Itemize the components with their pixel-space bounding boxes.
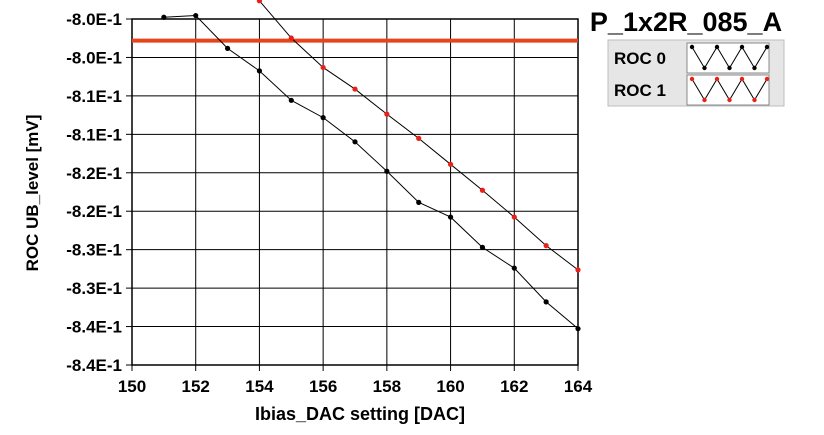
y-tick-label: -8.3E-1	[66, 279, 122, 298]
legend: ROC 0 ROC 1	[607, 39, 785, 107]
x-tick-label: 154	[245, 377, 274, 396]
legend-marker	[727, 97, 732, 103]
data-point-roc1	[447, 161, 454, 167]
y-tick-label: -8.4E-1	[66, 318, 122, 337]
data-point-roc0	[543, 299, 549, 305]
y-tick-label: -8.1E-1	[66, 125, 122, 144]
series-layer	[161, 0, 581, 332]
data-point-roc0	[161, 14, 167, 20]
data-point-roc1	[320, 64, 326, 71]
legend-entry-roc0[interactable]: ROC 0	[614, 42, 770, 74]
legend-marker	[764, 76, 770, 82]
legend-label-roc1: ROC 1	[614, 81, 666, 100]
legend-marker	[764, 44, 770, 50]
x-tick-label: 158	[373, 377, 401, 396]
data-point-roc1	[352, 86, 358, 92]
legend-markers-roc1	[689, 76, 770, 103]
chart-title: P_1x2R_085_A	[590, 7, 782, 37]
y-tick-labels: -8.0E-1 -8.0E-1 -8.1E-1 -8.1E-1 -8.2E-1 -8.2E…	[66, 10, 122, 375]
x-tick-label: 162	[500, 377, 528, 396]
legend-entry-roc1[interactable]: ROC 1	[614, 74, 770, 106]
data-point-roc0	[193, 12, 199, 19]
series-line-roc0	[163, 15, 579, 330]
data-point-roc1	[511, 214, 517, 220]
y-tick-label: -8.2E-1	[66, 202, 122, 221]
x-tick-label: 164	[564, 377, 593, 396]
legend-marker	[714, 44, 720, 50]
data-point-roc0	[256, 68, 263, 74]
legend-marker	[752, 65, 757, 71]
y-tick-label: -8.0E-1	[66, 10, 122, 29]
x-tick-label: 152	[182, 377, 210, 396]
data-point-roc1	[256, 0, 263, 4]
legend-markers-roc0	[689, 44, 770, 71]
x-tick-label: 160	[436, 377, 464, 396]
data-point-roc0	[352, 139, 358, 145]
data-point-roc0	[288, 97, 294, 103]
data-point-roc1	[543, 243, 549, 249]
data-point-roc0	[416, 199, 422, 205]
data-point-roc1	[384, 111, 390, 117]
series-roc1	[256, 0, 581, 273]
data-point-roc1	[479, 187, 486, 193]
data-point-roc0	[224, 45, 231, 52]
data-point-roc0	[511, 265, 517, 271]
legend-label-roc0: ROC 0	[614, 49, 666, 68]
x-axis-label: Ibias_DAC setting [DAC]	[255, 404, 465, 424]
y-tick-label: -8.0E-1	[66, 48, 122, 67]
y-tick-label: -8.3E-1	[66, 241, 122, 260]
data-point-roc0	[447, 214, 454, 220]
x-tick-label: 150	[118, 377, 146, 396]
series-roc0	[161, 12, 581, 332]
data-point-roc0	[384, 168, 390, 174]
y-axis-label: ROC UB_level [mV]	[23, 115, 42, 272]
x-tick-labels: 150 152 154 156 158 160 162 164	[118, 377, 593, 396]
data-point-roc1	[288, 35, 294, 41]
legend-marker	[702, 97, 707, 103]
grid	[126, 18, 579, 371]
legend-marker	[689, 44, 695, 50]
y-tick-label: -8.4E-1	[66, 356, 122, 375]
legend-marker	[689, 76, 695, 82]
legend-marker	[702, 65, 707, 71]
data-point-roc0	[575, 326, 581, 332]
x-tick-label: 156	[309, 377, 337, 396]
data-point-roc0	[479, 244, 486, 250]
data-point-roc0	[320, 115, 326, 121]
data-point-roc1	[416, 135, 422, 141]
data-point-roc1	[575, 267, 581, 273]
legend-marker	[739, 44, 745, 50]
legend-marker	[739, 76, 745, 82]
legend-marker	[727, 65, 732, 71]
legend-marker	[752, 97, 757, 103]
plot-frame	[131, 18, 579, 366]
y-tick-label: -8.2E-1	[66, 164, 122, 183]
y-tick-label: -8.1E-1	[66, 87, 122, 106]
legend-marker	[714, 76, 720, 82]
